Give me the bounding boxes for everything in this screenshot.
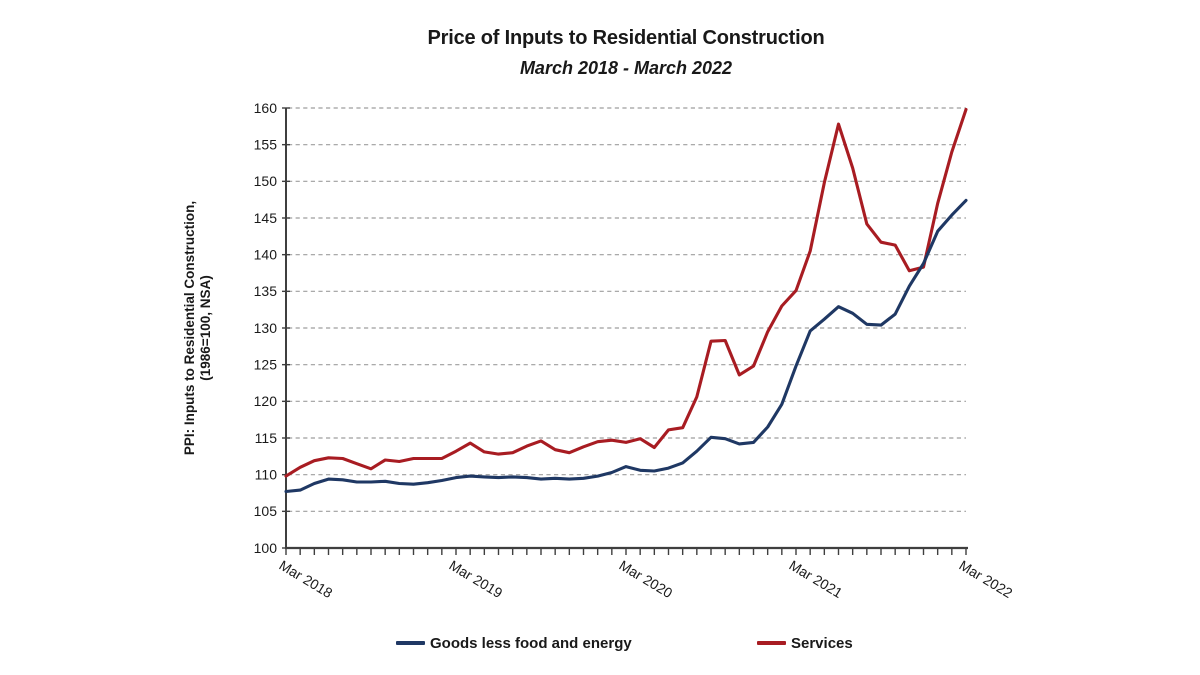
- y-tick-label: 115: [255, 430, 278, 446]
- x-tick-label: Mar 2022: [956, 557, 1015, 601]
- y-tick-label: 130: [254, 320, 278, 336]
- y-tick-label: 120: [254, 393, 278, 409]
- legend-item-goods: Goods less food and energy: [396, 633, 632, 653]
- series-line-services: [284, 107, 968, 478]
- y-tick-label: 100: [254, 540, 278, 556]
- goods-line-swatch: [396, 641, 425, 645]
- y-tick-label: 110: [255, 466, 278, 482]
- y-tick-label: 125: [254, 356, 278, 372]
- chart-title: Price of Inputs to Residential Construct…: [427, 27, 825, 49]
- x-tick-label: Mar 2019: [446, 557, 505, 601]
- chart-subtitle: March 2018 - March 2022: [519, 58, 733, 78]
- services-line-swatch: [757, 641, 786, 645]
- x-tick-label: Mar 2020: [616, 557, 675, 601]
- y-tick-label: 105: [254, 503, 278, 519]
- legend: Goods less food and energy Services: [0, 633, 1200, 657]
- legend-label-goods: Goods less food and energy: [430, 634, 632, 652]
- y-tick-label: 150: [254, 173, 278, 189]
- x-tick-label: Mar 2018: [276, 557, 335, 601]
- series-line-goods: [284, 198, 968, 494]
- y-tick-label: 160: [254, 100, 278, 116]
- y-tick-label: 135: [254, 283, 278, 299]
- legend-item-services: Services: [757, 633, 853, 653]
- legend-label-services: Services: [791, 634, 853, 652]
- y-tick-label: 140: [254, 246, 278, 262]
- y-tick-label: 145: [254, 210, 278, 226]
- x-tick-label: Mar 2021: [786, 557, 845, 601]
- y-tick-label: 155: [254, 136, 278, 152]
